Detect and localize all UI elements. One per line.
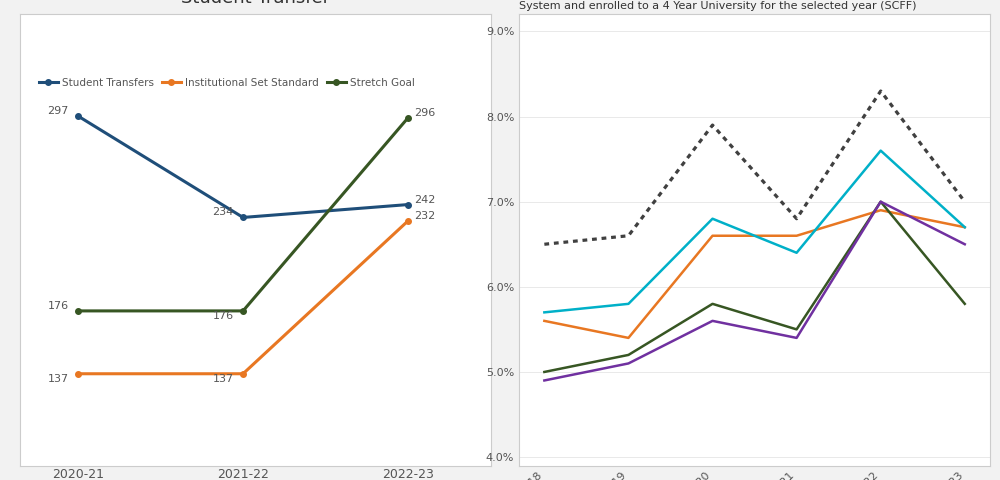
Laney College	[959, 301, 971, 307]
College of Alameda	[791, 216, 803, 222]
Statewide	[959, 241, 971, 247]
Line: Stretch Goal: Stretch Goal	[75, 115, 411, 314]
Stretch Goal	[237, 308, 249, 314]
Laney College	[791, 326, 803, 332]
Merritt College	[622, 335, 634, 341]
Line: Merritt College: Merritt College	[544, 210, 965, 338]
Text: 297: 297	[47, 106, 69, 116]
Line: Student Transfers: Student Transfers	[75, 113, 411, 220]
Text: 176: 176	[213, 311, 234, 321]
Line: Statewide: Statewide	[544, 202, 965, 381]
Text: 242: 242	[414, 194, 435, 204]
Merritt College	[791, 233, 803, 239]
Line: Laney College: Laney College	[544, 202, 965, 372]
Merritt College	[538, 318, 550, 324]
Statewide	[791, 335, 803, 341]
Text: 137: 137	[47, 374, 69, 384]
Laney College	[707, 301, 719, 307]
Berkeley City College	[622, 301, 634, 307]
Text: Percentage of Students who earned 12+ units and exited Community College
System : Percentage of Students who earned 12+ un…	[519, 0, 953, 11]
Institutional Set Standard	[72, 371, 84, 377]
Laney College	[622, 352, 634, 358]
Berkeley City College	[538, 310, 550, 315]
College of Alameda	[538, 241, 550, 247]
Laney College	[538, 369, 550, 375]
Text: 176: 176	[47, 301, 69, 311]
Laney College	[875, 199, 887, 204]
College of Alameda	[959, 199, 971, 204]
College of Alameda	[707, 122, 719, 128]
Line: Berkeley City College: Berkeley City College	[544, 151, 965, 312]
Stretch Goal	[72, 308, 84, 314]
Berkeley City College	[707, 216, 719, 222]
Statewide	[707, 318, 719, 324]
Merritt College	[959, 224, 971, 230]
Berkeley City College	[875, 148, 887, 154]
Institutional Set Standard	[402, 218, 414, 224]
Title: Student Transfer: Student Transfer	[181, 0, 330, 7]
Berkeley City College	[791, 250, 803, 256]
Line: Institutional Set Standard: Institutional Set Standard	[75, 218, 411, 376]
Statewide	[538, 378, 550, 384]
Text: 234: 234	[213, 207, 234, 217]
Institutional Set Standard	[237, 371, 249, 377]
Statewide	[875, 199, 887, 204]
Statewide	[622, 360, 634, 366]
Student Transfers	[402, 202, 414, 207]
Student Transfers	[72, 113, 84, 119]
Text: 137: 137	[213, 374, 234, 384]
Stretch Goal	[402, 115, 414, 120]
College of Alameda	[622, 233, 634, 239]
Legend: Student Transfers, Institutional Set Standard, Stretch Goal: Student Transfers, Institutional Set Sta…	[35, 74, 419, 92]
Line: College of Alameda: College of Alameda	[544, 91, 965, 244]
College of Alameda	[875, 88, 887, 94]
Text: 232: 232	[414, 211, 435, 221]
Merritt College	[707, 233, 719, 239]
Merritt College	[875, 207, 887, 213]
Berkeley City College	[959, 224, 971, 230]
Text: 296: 296	[414, 108, 435, 118]
Student Transfers	[237, 215, 249, 220]
